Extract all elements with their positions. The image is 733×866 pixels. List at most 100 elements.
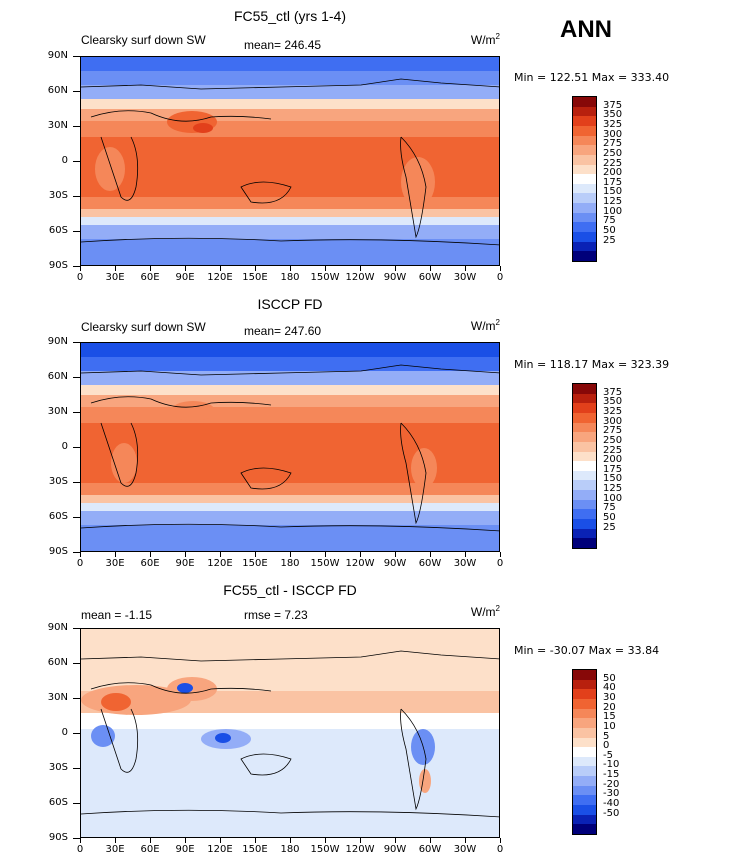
colorbar-swatch	[573, 776, 596, 787]
lon-tick-label: 150W	[310, 844, 340, 855]
lon-tick-label: 120W	[345, 272, 375, 283]
colorbar-label: 275	[603, 138, 623, 150]
colorbar-label: 325	[603, 405, 623, 417]
colorbar-label: 200	[603, 167, 623, 179]
mean-label: mean= 247.60	[244, 324, 322, 338]
colorbar	[572, 383, 597, 549]
lon-tick	[500, 838, 501, 843]
lon-tick-label: 150E	[242, 844, 268, 855]
lon-tick	[290, 266, 291, 271]
lat-tick-label: 30S	[48, 476, 68, 487]
panel-title: FC55_ctl (yrs 1-4)	[233, 8, 347, 24]
lat-tick	[73, 56, 80, 57]
lon-tick-label: 60E	[140, 844, 160, 855]
map-panel	[80, 342, 500, 552]
colorbar-label: 30	[603, 691, 616, 703]
lon-tick	[80, 552, 81, 557]
lon-tick	[150, 838, 151, 843]
coastline-outline	[81, 78, 499, 246]
colorbar-label: 75	[603, 502, 616, 514]
lat-tick-label: 90N	[47, 336, 68, 347]
colorbar-label: 150	[603, 473, 623, 485]
colorbar-swatch	[573, 241, 596, 252]
lat-tick-label: 60S	[48, 797, 68, 808]
lat-tick-label: 30N	[47, 406, 68, 417]
lon-tick	[325, 266, 326, 271]
lat-tick-label: 90N	[47, 622, 68, 633]
colorbar-swatch	[573, 785, 596, 796]
colorbar-swatch	[573, 154, 596, 166]
lon-tick-label: 30E	[105, 844, 125, 855]
colorbar-swatch	[573, 689, 596, 700]
lon-tick	[255, 552, 256, 557]
lon-tick-label: 0	[76, 272, 84, 283]
lat-tick	[73, 663, 80, 664]
colorbar	[572, 669, 597, 835]
colorbar-label: 50	[603, 672, 616, 684]
lon-tick-label: 60E	[140, 558, 160, 569]
colorbar-swatch	[573, 384, 596, 395]
lat-tick	[73, 803, 80, 804]
lon-tick-label: 0	[496, 558, 504, 569]
colorbar-swatch	[573, 814, 596, 825]
lon-tick	[255, 266, 256, 271]
map-panel	[80, 628, 500, 838]
colorbar-swatch	[573, 183, 596, 194]
colorbar-swatch	[573, 174, 596, 185]
lon-tick	[430, 838, 431, 843]
lat-tick-label: 0	[61, 441, 68, 452]
colorbar-swatch	[573, 698, 596, 710]
colorbar-label: 275	[603, 425, 623, 437]
colorbar-label: 40	[603, 682, 616, 694]
lon-tick	[395, 838, 396, 843]
colorbar-label: 300	[603, 415, 623, 427]
lon-tick	[115, 552, 116, 557]
mean-label: mean= 246.45	[244, 38, 322, 52]
lon-tick-label: 0	[76, 844, 84, 855]
lon-tick-label: 180	[280, 844, 300, 855]
lon-tick	[115, 266, 116, 271]
lat-tick	[73, 482, 80, 483]
colorbar-swatch	[573, 432, 596, 443]
min-max-label: Min = 122.51 Max = 333.40	[514, 71, 670, 84]
colorbar-label: 125	[603, 196, 623, 208]
colorbar-swatch	[573, 528, 596, 539]
lat-tick	[73, 342, 80, 343]
lon-tick	[220, 266, 221, 271]
map-panel	[80, 56, 500, 266]
colorbar-swatch	[573, 106, 596, 117]
lon-tick	[360, 552, 361, 557]
colorbar-label: -50	[603, 807, 620, 819]
colorbar-swatch	[573, 795, 596, 806]
lon-tick	[150, 552, 151, 557]
colorbar-label: 225	[603, 157, 623, 169]
lat-tick	[73, 768, 80, 769]
colorbar-swatch	[573, 116, 596, 127]
lon-tick-label: 90W	[383, 558, 407, 569]
lon-tick	[255, 838, 256, 843]
colorbar-swatch	[573, 679, 596, 690]
colorbar-label: 125	[603, 483, 623, 495]
colorbar-swatch	[573, 145, 596, 156]
colorbar-label: 175	[603, 176, 623, 188]
colorbar-swatch	[573, 203, 596, 214]
colorbar-label: 50	[603, 512, 616, 524]
colorbar-label: -10	[603, 759, 620, 771]
colorbar-swatch	[573, 519, 596, 530]
lon-tick	[395, 552, 396, 557]
colorbar-label: 225	[603, 444, 623, 456]
colorbar-swatch	[573, 805, 596, 816]
lat-tick	[73, 161, 80, 162]
lon-tick	[185, 552, 186, 557]
lat-tick	[73, 91, 80, 92]
colorbar-label: -5	[603, 749, 613, 761]
lon-tick	[500, 266, 501, 271]
colorbar-swatch	[573, 441, 596, 453]
lon-tick	[220, 552, 221, 557]
colorbar-label: 250	[603, 434, 623, 446]
colorbar-swatch	[573, 222, 596, 233]
colorbar-swatch	[573, 212, 596, 223]
lon-tick	[290, 552, 291, 557]
colorbar-swatch	[573, 193, 596, 204]
lon-tick-label: 0	[496, 272, 504, 283]
